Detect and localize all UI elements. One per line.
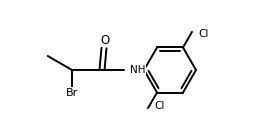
Text: Cl: Cl xyxy=(154,101,164,111)
Text: O: O xyxy=(100,34,110,47)
Text: Cl: Cl xyxy=(198,29,208,39)
Text: Br: Br xyxy=(66,88,78,98)
Text: NH: NH xyxy=(130,65,146,75)
